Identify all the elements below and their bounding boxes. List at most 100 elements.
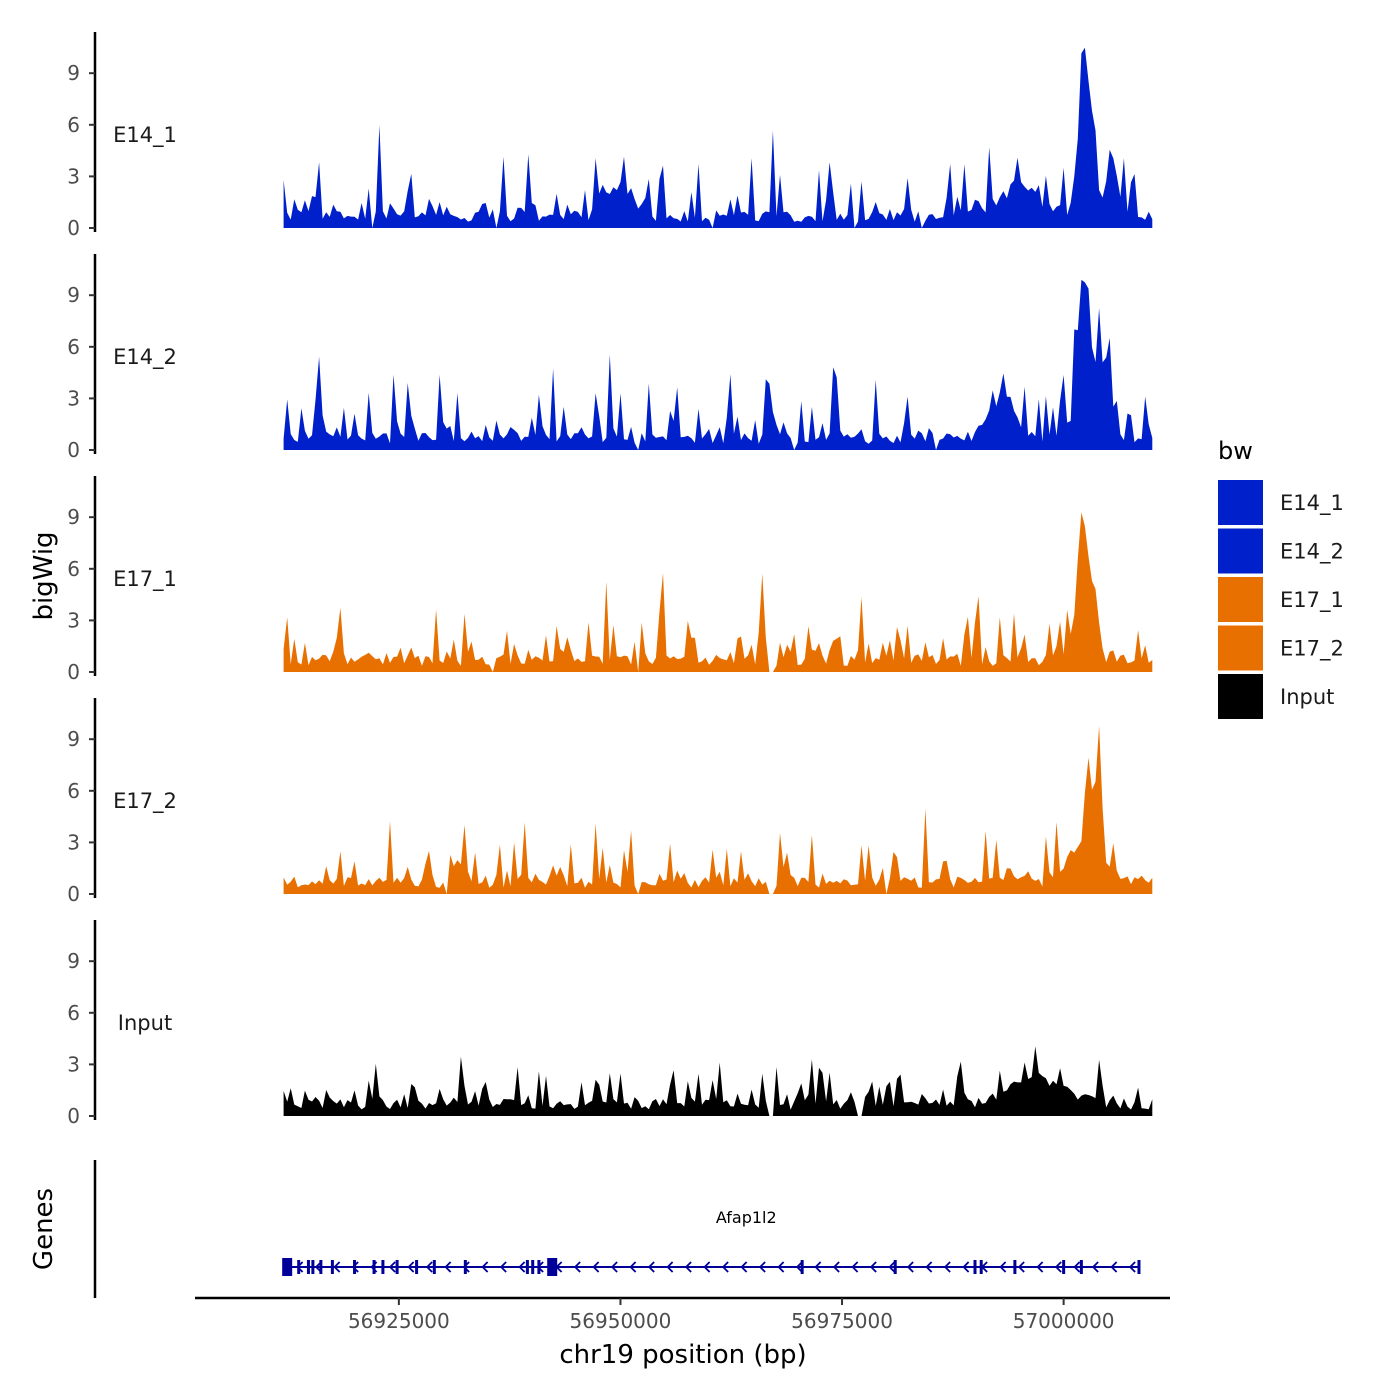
- legend: bw E14_1 E14_2 E17_1 E17_2 Input: [1218, 437, 1344, 719]
- y-axis-title: bigWig: [29, 531, 59, 620]
- legend-title: bw: [1218, 437, 1253, 465]
- gene-exon: [330, 1260, 334, 1274]
- gene-exon: [311, 1260, 315, 1274]
- track-E17_2: 0 3 6 9 E17_2: [67, 698, 1153, 906]
- coverage-area-Input: [283, 1046, 1153, 1116]
- strand-arrow: [1110, 1261, 1118, 1273]
- legend-key-E14_1: [1218, 480, 1263, 525]
- strand-arrow: [777, 1261, 785, 1273]
- strand-arrow: [555, 1261, 563, 1273]
- gene-exon: [353, 1260, 357, 1274]
- genes-axis-title: Genes: [29, 1188, 59, 1270]
- strand-arrow: [499, 1261, 507, 1273]
- gene-name-label: Afap1l2: [716, 1208, 777, 1227]
- gene-exon: [372, 1260, 376, 1274]
- legend-key-E17_1: [1218, 577, 1263, 622]
- gene-exon-large: [547, 1258, 558, 1276]
- strand-arrow: [962, 1261, 970, 1273]
- y-tick-label: 3: [67, 164, 80, 188]
- strand-arrow: [1073, 1261, 1081, 1273]
- strand-arrow: [388, 1261, 396, 1273]
- strand-arrow: [851, 1261, 859, 1273]
- track-E17_1: 0 3 6 9 E17_1: [67, 476, 1153, 684]
- gene-exon: [1013, 1260, 1017, 1274]
- gene-exon: [1062, 1260, 1066, 1274]
- coverage-area-E17_1: [283, 512, 1153, 672]
- x-tick-label: 56925000: [348, 1309, 450, 1333]
- strand-arrow: [925, 1261, 933, 1273]
- legend-key-E17_2: [1218, 625, 1263, 671]
- gene-track: Afap1l2: [93, 1160, 1141, 1298]
- strand-arrow: [296, 1261, 304, 1273]
- y-tick-label: 9: [67, 283, 80, 307]
- strand-arrow: [425, 1261, 433, 1273]
- y-tick-label: 0: [67, 438, 80, 462]
- strand-arrow: [814, 1261, 822, 1273]
- legend-key-E14_2: [1218, 528, 1263, 574]
- strand-arrow: [462, 1261, 470, 1273]
- strand-arrow: [592, 1261, 600, 1273]
- strand-arrow: [888, 1261, 896, 1273]
- strand-arrow: [610, 1261, 618, 1273]
- strand-arrow: [721, 1261, 729, 1273]
- gene-exon: [525, 1260, 529, 1274]
- gene-exon: [973, 1260, 977, 1274]
- gene-exon: [893, 1260, 897, 1274]
- strand-arrow: [795, 1261, 803, 1273]
- x-axis: 56925000 56950000 56975000 57000000: [195, 1296, 1170, 1333]
- strand-arrow: [314, 1261, 322, 1273]
- y-tick-label: 6: [67, 335, 80, 359]
- y-tick-label: 9: [67, 61, 80, 85]
- strand-arrow: [573, 1261, 581, 1273]
- gene-exon: [800, 1260, 804, 1274]
- strand-arrow: [1091, 1261, 1099, 1273]
- legend-label-E14_2: E14_2: [1280, 540, 1344, 565]
- legend-key-Input: [1218, 674, 1263, 719]
- y-tick-label: 9: [67, 949, 80, 973]
- strand-arrow: [740, 1261, 748, 1273]
- track-label: E14_2: [113, 345, 177, 370]
- strand-arrow: [684, 1261, 692, 1273]
- strand-arrow: [370, 1261, 378, 1273]
- strand-arrow: [980, 1261, 988, 1273]
- legend-label-E14_1: E14_1: [1280, 491, 1344, 516]
- strand-arrow: [481, 1261, 489, 1273]
- track-label: E14_1: [113, 123, 177, 148]
- strand-arrow: [333, 1261, 341, 1273]
- strand-arrow: [758, 1261, 766, 1273]
- strand-arrow: [1128, 1261, 1136, 1273]
- y-tick-label: 0: [67, 882, 80, 906]
- y-tick-label: 6: [67, 113, 80, 137]
- y-tick-label: 0: [67, 660, 80, 684]
- y-tick-label: 9: [67, 505, 80, 529]
- gene-exon-large: [282, 1258, 293, 1276]
- y-tick-label: 3: [67, 386, 80, 410]
- y-tick-label: 6: [67, 779, 80, 803]
- legend-label-E17_2: E17_2: [1280, 637, 1344, 662]
- track-label: E17_2: [113, 789, 177, 814]
- strand-arrow: [666, 1261, 674, 1273]
- y-tick-label: 6: [67, 1001, 80, 1025]
- x-tick-label: 57000000: [1013, 1309, 1115, 1333]
- strand-arrow: [869, 1261, 877, 1273]
- strand-arrow: [351, 1261, 359, 1273]
- track-Input: 0 3 6 9 Input: [67, 920, 1153, 1128]
- strand-arrow: [832, 1261, 840, 1273]
- signal-tracks: 0 3 6 9 E14_1 0 3 6 9 E14_2 0 3 6 9 E17_1 0 3 6 9 E17_2 0 3 6 9…: [67, 32, 1153, 1128]
- y-tick-label: 0: [67, 1104, 80, 1128]
- coverage-area-E17_2: [283, 725, 1153, 894]
- legend-label-E17_1: E17_1: [1280, 588, 1344, 613]
- strand-arrow: [518, 1261, 526, 1273]
- gene-exon: [306, 1260, 310, 1274]
- track-E14_2: 0 3 6 9 E14_2: [67, 254, 1153, 462]
- strand-arrow: [906, 1261, 914, 1273]
- y-tick-label: 9: [67, 727, 80, 751]
- strand-arrow: [999, 1261, 1007, 1273]
- track-label: Input: [118, 1011, 172, 1035]
- track-label: E17_1: [113, 567, 177, 592]
- gene-exon: [395, 1260, 399, 1274]
- legend-label-Input: Input: [1280, 685, 1334, 709]
- x-axis-title: chr19 position (bp): [559, 1340, 806, 1370]
- strand-arrow: [1054, 1261, 1062, 1273]
